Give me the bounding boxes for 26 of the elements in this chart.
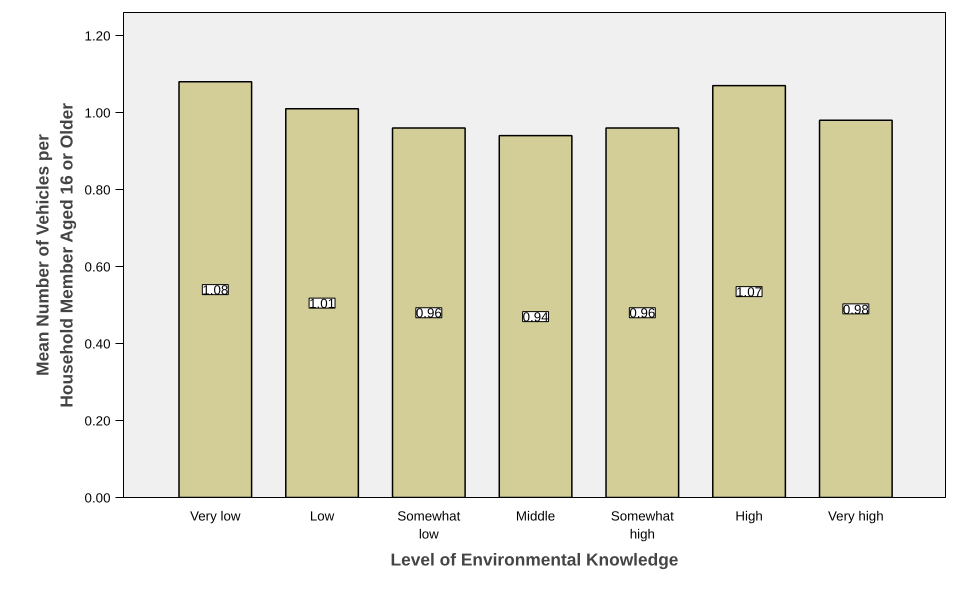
y-tick-label: 1.20 bbox=[84, 28, 111, 44]
x-tick-label: High bbox=[735, 508, 763, 524]
y-tick-label: 0.80 bbox=[84, 182, 111, 198]
y-tick-label: 1.00 bbox=[84, 106, 111, 121]
data-label: 1.07 bbox=[736, 284, 762, 300]
data-label: 1.01 bbox=[309, 296, 336, 312]
y-tick-label: 0.40 bbox=[84, 336, 111, 352]
bar bbox=[605, 127, 680, 498]
bar bbox=[285, 108, 360, 498]
data-label: 1.08 bbox=[202, 282, 228, 298]
bar bbox=[392, 127, 466, 498]
x-axis-title: Level of Environmental Knowledge bbox=[390, 550, 679, 570]
y-tick-label: 0.20 bbox=[84, 414, 111, 429]
x-tick-label: Middle bbox=[516, 508, 556, 524]
bar bbox=[712, 84, 786, 498]
bar bbox=[498, 134, 573, 498]
x-tick-label: Very high bbox=[828, 508, 884, 524]
bar bbox=[178, 81, 252, 498]
y-tick-label: 0.60 bbox=[84, 260, 111, 275]
bar bbox=[818, 120, 893, 498]
x-tick-label: Low bbox=[310, 508, 335, 524]
x-tick-label: Very low bbox=[190, 508, 241, 524]
y-axis-title: Mean Number of Vehicles per Household Member Aged 16 or Older bbox=[32, 102, 77, 408]
x-tick-label: Somewhat high bbox=[610, 508, 674, 542]
x-tick-label: Somewhat low bbox=[397, 508, 461, 542]
y-tick-label: 0.00 bbox=[84, 490, 111, 506]
